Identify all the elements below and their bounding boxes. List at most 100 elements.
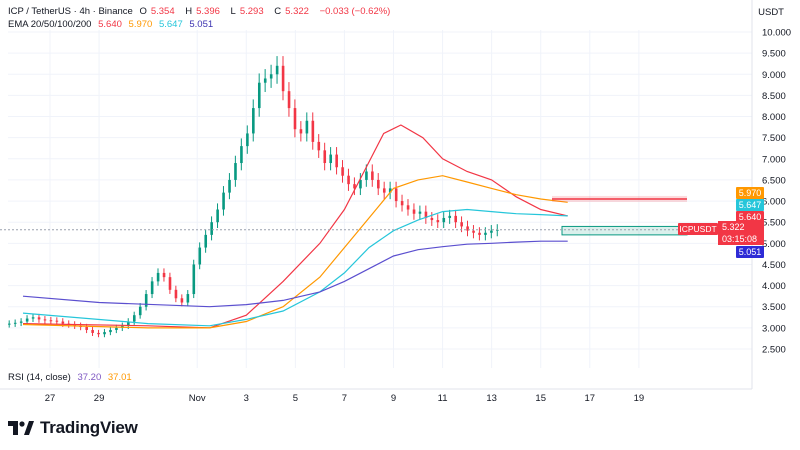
- candle-body: [73, 324, 77, 326]
- ema-legend: EMA 20/50/100/200 5.640 5.970 5.647 5.05…: [8, 19, 217, 30]
- candle-body: [496, 229, 499, 231]
- y-tick-label: 3.000: [762, 323, 786, 334]
- candle-body: [85, 327, 88, 330]
- candle-body: [43, 319, 47, 321]
- y-tick-label: 9.000: [762, 70, 786, 81]
- x-tick-label: 3: [244, 393, 249, 404]
- candle-body: [31, 317, 35, 319]
- symbol-title: ICP / TetherUS · 4h · Binance: [8, 6, 133, 17]
- candle-body: [240, 146, 243, 164]
- candle-body: [460, 222, 463, 227]
- candle-body: [180, 298, 184, 303]
- y-tick-label: 5.000: [762, 239, 786, 250]
- candle-body: [442, 217, 446, 223]
- candle-body: [311, 120, 315, 142]
- candle-body: [424, 211, 428, 218]
- ema50-value: 5.970: [128, 19, 153, 30]
- candle-body: [210, 222, 213, 235]
- rsi-value-1: 37.20: [77, 372, 102, 383]
- y-tick-label: 7.500: [762, 133, 786, 144]
- candle-body: [216, 209, 219, 223]
- candle-body: [406, 205, 410, 210]
- candle-body: [436, 220, 440, 223]
- y-tick-label: 5.500: [762, 218, 786, 229]
- ema50-badge: 5.970: [736, 187, 764, 199]
- change-value: −0.033 (−0.62%): [319, 6, 391, 17]
- candle-body: [91, 329, 94, 333]
- y-tick-label: 4.000: [762, 281, 786, 292]
- candle-body: [49, 320, 53, 322]
- candle-body: [448, 215, 452, 218]
- candle-body: [103, 332, 106, 335]
- x-tick-label: Nov: [189, 393, 206, 404]
- candle-body: [341, 167, 344, 176]
- candle-body: [394, 188, 398, 202]
- high-label: H: [185, 6, 193, 17]
- low-value: 5.293: [239, 6, 264, 17]
- candle-body: [466, 226, 469, 231]
- candle-body: [127, 321, 130, 326]
- candle-body: [299, 129, 303, 134]
- candle-body: [162, 272, 166, 278]
- candle-body: [252, 108, 255, 134]
- position-target-box: [561, 225, 688, 236]
- y-tick-label: 9.500: [762, 49, 786, 60]
- ema200-badge: 5.051: [736, 246, 764, 258]
- candle-body: [168, 277, 172, 290]
- ema100-value: 5.647: [158, 19, 183, 30]
- rsi-legend: RSI (14, close) 37.20 37.01: [8, 372, 136, 383]
- candle-body: [412, 209, 416, 214]
- candle-body: [61, 321, 65, 324]
- ema200-value: 5.051: [189, 19, 214, 30]
- ema-line: [22, 240, 568, 308]
- last-price-value: 5.322: [722, 222, 745, 232]
- ema-label: EMA 20/50/100/200: [8, 19, 92, 30]
- candle-body: [97, 332, 100, 335]
- ema100-badge: 5.647: [736, 199, 764, 211]
- ema20-badge: 5.640: [736, 211, 764, 223]
- stop-zone: [552, 195, 687, 202]
- tradingview-logo: TradingView: [8, 418, 138, 438]
- x-tick-label: 5: [293, 393, 298, 404]
- currency-label: USDT: [758, 7, 784, 18]
- candle-body: [25, 318, 29, 322]
- ema-line: [22, 124, 568, 329]
- close-label: C: [274, 6, 282, 17]
- candle-body: [317, 141, 321, 151]
- candle-body: [19, 321, 23, 323]
- candle-body: [37, 317, 41, 320]
- candle-body: [388, 188, 392, 193]
- candle-body: [472, 230, 475, 233]
- x-tick-label: 13: [486, 393, 497, 404]
- brand-name: TradingView: [40, 418, 138, 437]
- candle-body: [293, 108, 297, 130]
- candle-body: [8, 323, 11, 325]
- y-tick-label: 10.000: [762, 28, 791, 39]
- x-tick-label: 19: [634, 393, 645, 404]
- y-tick-label: 8.000: [762, 112, 786, 123]
- candle-body: [287, 91, 291, 109]
- candle-body: [269, 74, 273, 79]
- candle-body: [400, 201, 404, 206]
- candle-body: [186, 294, 190, 303]
- last-price-badge: 5.322 03:15:08: [718, 221, 764, 245]
- candle-body: [150, 281, 154, 295]
- candle-body: [228, 179, 231, 193]
- x-tick-label: 27: [45, 393, 56, 404]
- candle-body: [418, 211, 422, 214]
- candle-body: [490, 230, 493, 233]
- candle-body: [55, 320, 59, 322]
- candle-body: [204, 234, 208, 248]
- x-tick-label: 15: [535, 393, 546, 404]
- candle-body: [174, 289, 178, 299]
- candle-body: [359, 179, 362, 189]
- bar-countdown: 03:15:08: [722, 234, 758, 244]
- ohlc-legend: ICP / TetherUS · 4h · Binance O 5.354 H 5.…: [8, 6, 394, 17]
- candle-body: [198, 247, 202, 265]
- y-tick-label: 7.000: [762, 154, 786, 165]
- candle-body: [246, 133, 249, 147]
- candle-body: [115, 327, 118, 330]
- close-value: 5.322: [285, 6, 309, 17]
- x-tick-label: 11: [438, 393, 448, 404]
- x-tick-label: 29: [94, 393, 105, 404]
